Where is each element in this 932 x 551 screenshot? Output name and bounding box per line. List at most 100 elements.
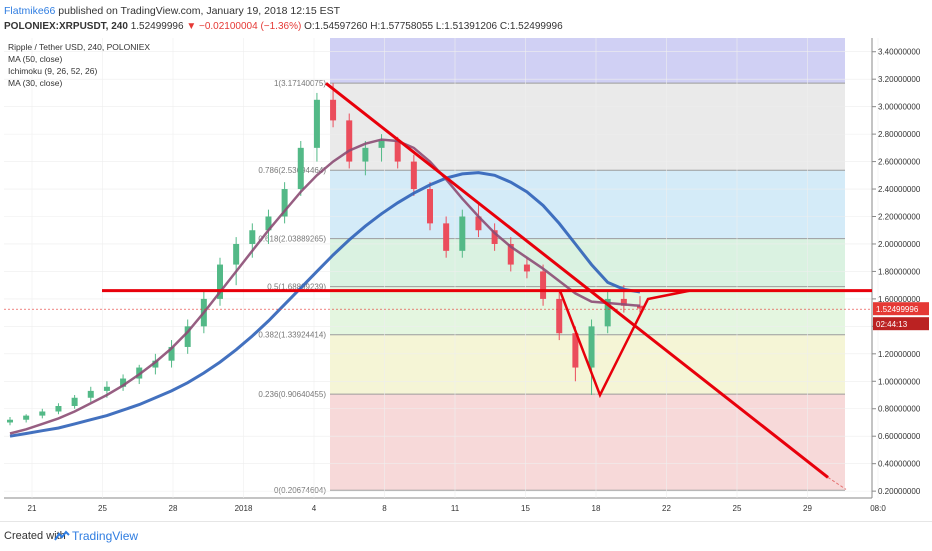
price-chart[interactable]: 1(3.17140075) 0.786(2.53694464) 0.618(2.03… [0, 36, 932, 521]
ma30-line [9, 138, 641, 435]
x-tick-label: 8 [382, 504, 387, 513]
candle-body [120, 378, 127, 387]
ma50-line [9, 171, 641, 438]
y-tick-label: 3.00000000 [878, 103, 921, 112]
publish-line: Flatmike66 published on TradingView.com,… [4, 5, 340, 17]
fib-zone [330, 83, 845, 171]
candle-body [313, 99, 320, 148]
fib-zone-top [330, 38, 845, 84]
candle-body [410, 161, 417, 190]
candle-body [39, 411, 46, 416]
x-tick-label: 28 [169, 504, 178, 513]
fib-level-label: 0(0.20674604) [274, 486, 326, 495]
candle-body [459, 216, 466, 251]
candle-body [7, 419, 13, 423]
close-value: C:1.52499996 [499, 21, 563, 32]
publish-info: published on TradingView.com, January 19… [58, 5, 341, 17]
fib-level-label: 0.236(0.90640455) [258, 390, 326, 399]
countdown-badge [873, 317, 929, 331]
candle-body [103, 386, 110, 391]
y-tick-label: 2.60000000 [878, 158, 921, 167]
y-tick-label: 0.40000000 [878, 460, 921, 469]
candle-body [23, 415, 30, 420]
candle-body [394, 140, 401, 162]
legend-item[interactable]: MA (30, close) [8, 78, 62, 88]
x-tick-label: 25 [733, 504, 742, 513]
legend-item[interactable]: Ichimoku (9, 26, 52, 26) [8, 66, 97, 76]
candle-body [637, 305, 643, 309]
projection-zigzag [558, 289, 691, 399]
fib-zone [330, 238, 845, 287]
candle-body [588, 326, 595, 368]
candle-body [217, 264, 223, 299]
x-tick-label: 15 [521, 504, 530, 513]
candle-body [523, 264, 530, 272]
last-price-label: 1.52499996 [876, 305, 919, 314]
candle-body [168, 346, 175, 361]
legend-item[interactable]: MA (50, close) [8, 54, 62, 64]
ohlc-line: POLONIEX:XRPUSDT, 240 1.52499996 ▼ −0.02… [4, 21, 563, 32]
candle-body [184, 326, 191, 347]
candle-body [475, 216, 482, 231]
x-tick-label: 2018 [235, 504, 253, 513]
fib-level-label: 0.618(2.03889265) [258, 235, 326, 244]
y-tick-label: 2.40000000 [878, 185, 921, 194]
candle-body [55, 406, 62, 412]
author-link[interactable]: Flatmike66 [4, 5, 56, 17]
candle-body [71, 397, 78, 406]
fib-level-label: 1(3.17140075) [274, 79, 326, 88]
candle-body [540, 271, 547, 299]
tradingview-brand[interactable]: TradingView [72, 529, 139, 543]
fib-zone [330, 286, 845, 335]
candle-body [346, 120, 353, 162]
candle-body [556, 298, 563, 334]
candle-body [362, 147, 369, 162]
legend-item[interactable]: Ripple / Tether USD, 240, POLONIEX [8, 42, 150, 52]
high-value: H:1.57758055 [370, 21, 434, 32]
trend-extension [827, 476, 847, 490]
y-tick-label: 1.80000000 [878, 267, 921, 276]
last-price-badge [873, 302, 929, 316]
y-tick-label: 0.20000000 [878, 487, 921, 496]
candle-body [491, 230, 498, 244]
candle-body [378, 140, 385, 148]
candle-body [572, 333, 579, 368]
price-change: ▼ −0.02100004 (−1.36%) [186, 21, 302, 32]
candle-body [87, 390, 94, 398]
x-tick-label: 08:0 [870, 504, 886, 513]
candle-body [297, 147, 304, 190]
y-tick-label: 1.60000000 [878, 295, 921, 304]
created-with-text: Created with [4, 530, 66, 542]
fib-level-label: 0.5(1.68899239) [267, 283, 326, 292]
footer: Created with TradingView [0, 521, 932, 551]
candle-body [604, 298, 611, 327]
x-tick-label: 18 [592, 504, 601, 513]
x-tick-label: 21 [28, 504, 37, 513]
y-tick-label: 2.80000000 [878, 130, 921, 139]
candle-body [620, 298, 627, 306]
candle-body [443, 223, 450, 251]
candle-body [281, 189, 288, 217]
countdown-label: 02:44:13 [876, 320, 908, 329]
y-tick-label: 3.40000000 [878, 48, 921, 57]
x-tick-label: 11 [451, 504, 460, 513]
candle-body [152, 360, 159, 368]
candle-body [249, 230, 256, 244]
candle-body [330, 99, 337, 121]
candle-body [265, 216, 272, 231]
last-price: 1.52499996 [130, 21, 184, 32]
fib-level-label: 0.382(1.33924414) [258, 331, 326, 340]
candle-body [427, 189, 433, 224]
y-tick-label: 1.20000000 [878, 350, 921, 359]
y-tick-label: 0.60000000 [878, 432, 921, 441]
low-value: L:1.51391206 [435, 21, 498, 32]
candle-body [507, 243, 514, 265]
x-tick-label: 29 [803, 504, 812, 513]
downtrend-line [325, 82, 829, 479]
fib-zone [330, 394, 845, 491]
fib-level-label: 0.786(2.53694464) [258, 166, 326, 175]
x-tick-label: 22 [662, 504, 671, 513]
y-tick-label: 2.20000000 [878, 213, 921, 222]
x-tick-label: 25 [98, 504, 107, 513]
fib-zone [330, 170, 845, 239]
